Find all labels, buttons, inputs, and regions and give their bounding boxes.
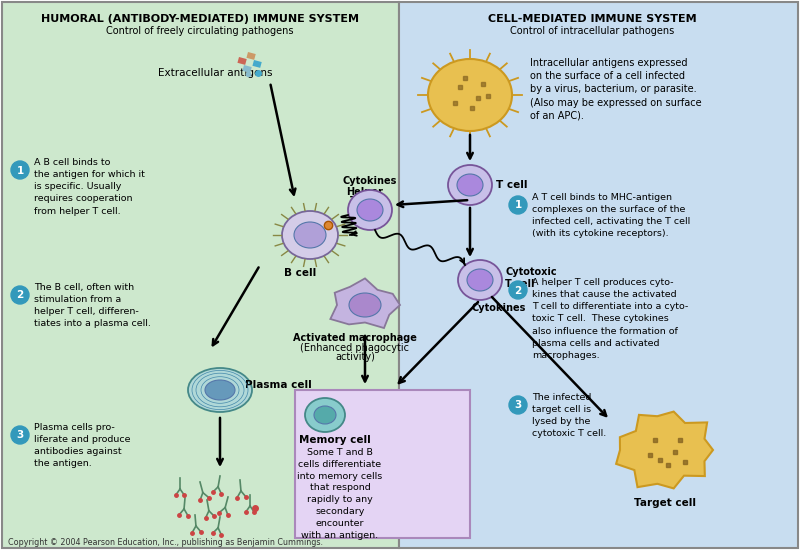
Ellipse shape: [294, 222, 326, 248]
Ellipse shape: [314, 406, 336, 424]
Text: HUMORAL (ANTIBODY-MEDIATED) IMMUNE SYSTEM: HUMORAL (ANTIBODY-MEDIATED) IMMUNE SYSTE…: [41, 14, 359, 24]
Ellipse shape: [348, 190, 392, 230]
Text: Extracellular antigens: Extracellular antigens: [158, 68, 272, 78]
Bar: [246, 52, 256, 60]
Text: A T cell binds to MHC-antigen
complexes on the surface of the
infected cell, act: A T cell binds to MHC-antigen complexes …: [532, 193, 690, 238]
Ellipse shape: [188, 368, 252, 412]
Text: Activated macrophage: Activated macrophage: [293, 333, 417, 343]
Text: (Enhanced phagocytic: (Enhanced phagocytic: [301, 343, 410, 353]
Ellipse shape: [448, 165, 492, 205]
Text: 1: 1: [16, 166, 24, 176]
Text: Memory cell: Memory cell: [299, 435, 371, 445]
Polygon shape: [616, 412, 713, 489]
Text: 2: 2: [514, 285, 522, 295]
Ellipse shape: [305, 398, 345, 432]
Text: activity): activity): [335, 352, 375, 362]
Ellipse shape: [357, 199, 383, 221]
Ellipse shape: [282, 211, 338, 259]
Text: 1: 1: [514, 200, 522, 210]
FancyBboxPatch shape: [399, 2, 798, 548]
Text: 2: 2: [16, 290, 24, 300]
Text: Control of intracellular pathogens: Control of intracellular pathogens: [510, 26, 674, 36]
Ellipse shape: [457, 174, 483, 196]
Circle shape: [11, 286, 29, 304]
Text: Cytokines: Cytokines: [343, 176, 397, 186]
FancyBboxPatch shape: [295, 390, 470, 538]
Text: B cell: B cell: [284, 268, 316, 278]
Text: Plasma cell: Plasma cell: [245, 380, 312, 390]
Circle shape: [11, 426, 29, 444]
Circle shape: [509, 196, 527, 214]
Text: 3: 3: [16, 431, 24, 440]
Bar: [253, 60, 262, 68]
Text: T cell: T cell: [496, 180, 527, 190]
Text: Cytokines: Cytokines: [472, 303, 526, 313]
Text: Helper: Helper: [346, 187, 383, 197]
Text: Some T and B
cells differentiate
into memory cells
that respond
rapidly to any
s: Some T and B cells differentiate into me…: [298, 448, 382, 540]
Text: The infected
target cell is
lysed by the
cytotoxic T cell.: The infected target cell is lysed by the…: [532, 393, 606, 438]
Ellipse shape: [428, 59, 512, 131]
Text: Copyright © 2004 Pearson Education, Inc., publishing as Benjamin Cummings.: Copyright © 2004 Pearson Education, Inc.…: [8, 538, 323, 547]
Text: Control of freely circulating pathogens: Control of freely circulating pathogens: [106, 26, 294, 36]
Text: CELL-MEDIATED IMMUNE SYSTEM: CELL-MEDIATED IMMUNE SYSTEM: [488, 14, 696, 24]
Ellipse shape: [458, 260, 502, 300]
Bar: [242, 65, 252, 73]
Text: The B cell, often with
stimulation from a
helper T cell, differen-
tiates into a: The B cell, often with stimulation from …: [34, 283, 151, 328]
Ellipse shape: [467, 269, 493, 291]
Text: A helper T cell produces cyto-
kines that cause the activated
T cell to differen: A helper T cell produces cyto- kines tha…: [532, 278, 688, 360]
FancyBboxPatch shape: [2, 2, 399, 548]
Polygon shape: [330, 278, 400, 328]
Text: Cytotoxic: Cytotoxic: [505, 267, 557, 277]
Text: T cell: T cell: [505, 279, 534, 289]
Bar: [238, 57, 246, 65]
Text: Plasma cells pro-
liferate and produce
antibodies against
the antigen.: Plasma cells pro- liferate and produce a…: [34, 423, 130, 469]
Text: 3: 3: [514, 401, 522, 411]
Text: T cell: T cell: [350, 196, 380, 206]
Ellipse shape: [349, 293, 381, 317]
Ellipse shape: [205, 380, 235, 400]
Circle shape: [509, 281, 527, 299]
Text: A B cell binds to
the antigen for which it
is specific. Usually
requires coopera: A B cell binds to the antigen for which …: [34, 158, 145, 216]
Circle shape: [509, 396, 527, 414]
Circle shape: [11, 161, 29, 179]
Text: Target cell: Target cell: [634, 498, 696, 508]
Text: Intracellular antigens expressed
on the surface of a cell infected
by a virus, b: Intracellular antigens expressed on the …: [530, 58, 702, 121]
